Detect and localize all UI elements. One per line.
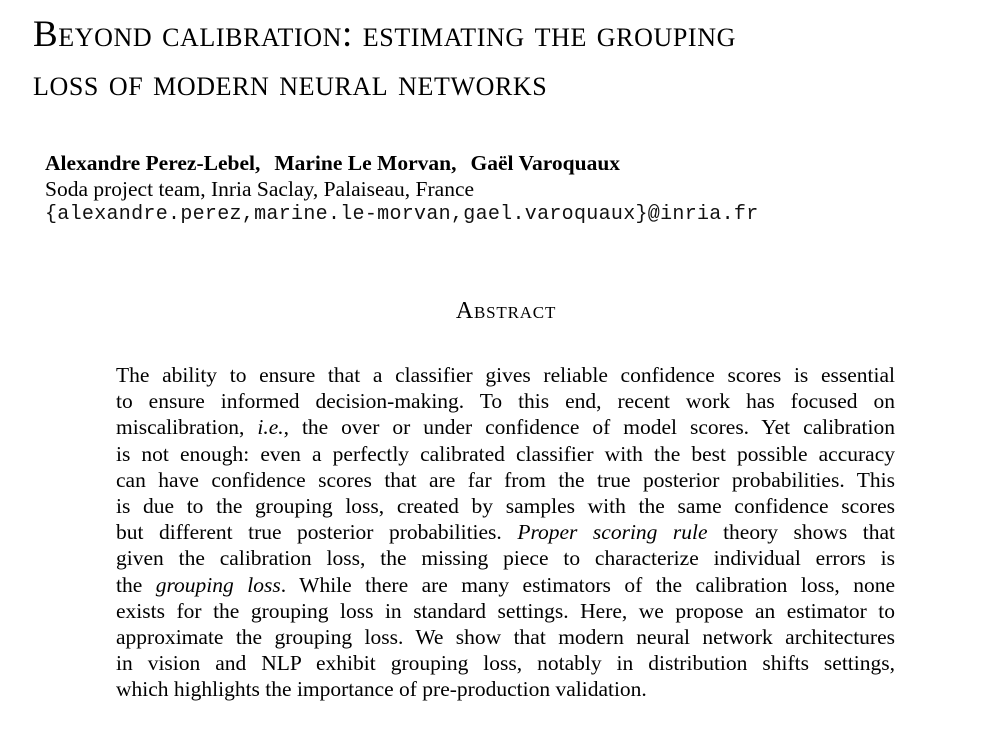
abstract-line: the grouping loss. While there are many …: [116, 572, 895, 597]
abstract-line: exists for the grouping loss in standard…: [116, 598, 895, 623]
abstract-line: given the calibration loss, the missing …: [116, 546, 895, 571]
abstract-line: approximate the grouping loss. We show t…: [116, 625, 895, 650]
abstract-emphasis: i.e.: [257, 415, 284, 440]
abstract-body: The ability to ensure that a classifier …: [116, 362, 895, 703]
abstract-emphasis: grouping loss: [155, 572, 281, 597]
author-block: Alexandre Perez-Lebel, Marine Le Morvan, G…: [45, 150, 759, 228]
abstract-line: but different true posterior probabiliti…: [116, 520, 895, 545]
author-names: Alexandre Perez-Lebel, Marine Le Morvan, G…: [45, 150, 759, 176]
author-name: Gaël Varoquaux: [470, 151, 621, 175]
abstract-line: The ability to ensure that a classifier …: [116, 363, 895, 387]
abstract-line: can have confidence scores that are far …: [116, 467, 895, 492]
abstract-line: is due to the grouping loss, created by …: [116, 494, 895, 519]
abstract-emphasis: Proper scoring rule: [517, 520, 708, 545]
paper-title-line-2: loss of modern neural networks: [33, 63, 548, 104]
abstract-line: miscalibration, i.e., the over or under …: [116, 415, 895, 440]
affiliation: Soda project team, Inria Saclay, Palaise…: [45, 177, 475, 201]
paper-title-line-1: Beyond calibration: estimating the group…: [33, 14, 736, 55]
author-emails: {alexandre.perez,marine.le-morvan,gael.v…: [45, 203, 759, 226]
abstract-line: to ensure informed decision-making. To t…: [116, 389, 895, 414]
abstract-line: in vision and NLP exhibit grouping loss,…: [116, 651, 895, 676]
author-name: Alexandre Perez-Lebel,: [45, 151, 261, 175]
paper-title: Beyond calibration: estimating the group…: [33, 10, 988, 108]
abstract-line: is not enough: even a perfectly calibrat…: [116, 441, 895, 466]
abstract-heading: Abstract: [455, 298, 557, 324]
abstract-line: which highlights the importance of pre-p…: [116, 677, 647, 702]
author-name: Marine Le Morvan,: [274, 151, 457, 175]
